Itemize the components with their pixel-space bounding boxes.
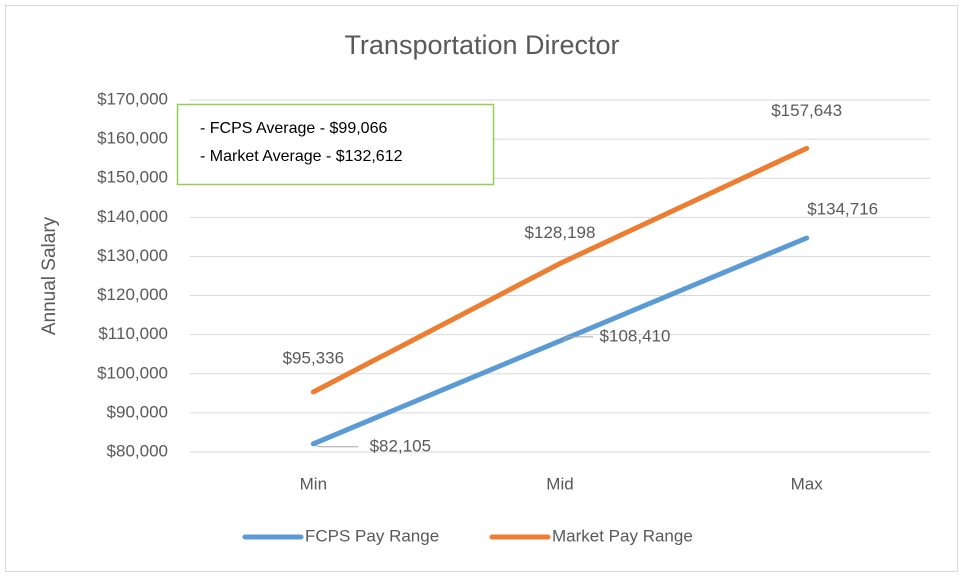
annotation: - Market Average - $132,612	[200, 148, 403, 165]
y-tick-label: $90,000	[107, 402, 168, 421]
data-label: $134,716	[807, 199, 878, 218]
y-tick-label: $170,000	[97, 89, 168, 108]
legend-label: Market Pay Range	[552, 526, 693, 545]
y-tick-label: $120,000	[97, 285, 168, 304]
y-tick-label: $100,000	[97, 363, 168, 382]
leader-line	[315, 445, 359, 448]
data-label: $108,410	[600, 326, 671, 345]
line	[310, 145, 810, 395]
y-axis-label: Annual Salary	[39, 216, 60, 335]
annotation-box	[176, 103, 495, 186]
leader-line	[561, 336, 593, 344]
y-tick-label: $130,000	[97, 246, 168, 265]
line	[310, 235, 810, 447]
y-tick-label: $140,000	[97, 207, 168, 226]
annotation: - FCPS Average - $99,066	[200, 120, 387, 137]
x-tick-label: Min	[300, 474, 327, 493]
y-tick-label: $160,000	[97, 129, 168, 148]
y-tick-label: $150,000	[97, 168, 168, 187]
legend-label: FCPS Pay Range	[305, 526, 439, 545]
chart-title: Transportation Director	[344, 30, 619, 60]
data-label: $95,336	[283, 349, 344, 368]
x-tick-label: Mid	[546, 474, 573, 493]
data-label: $128,198	[525, 223, 596, 242]
data-label: $82,105	[370, 436, 431, 455]
y-tick-label: $80,000	[107, 441, 168, 460]
x-tick-label: Max	[791, 474, 824, 493]
data-label: $157,643	[771, 101, 842, 120]
y-tick-label: $110,000	[98, 324, 168, 343]
